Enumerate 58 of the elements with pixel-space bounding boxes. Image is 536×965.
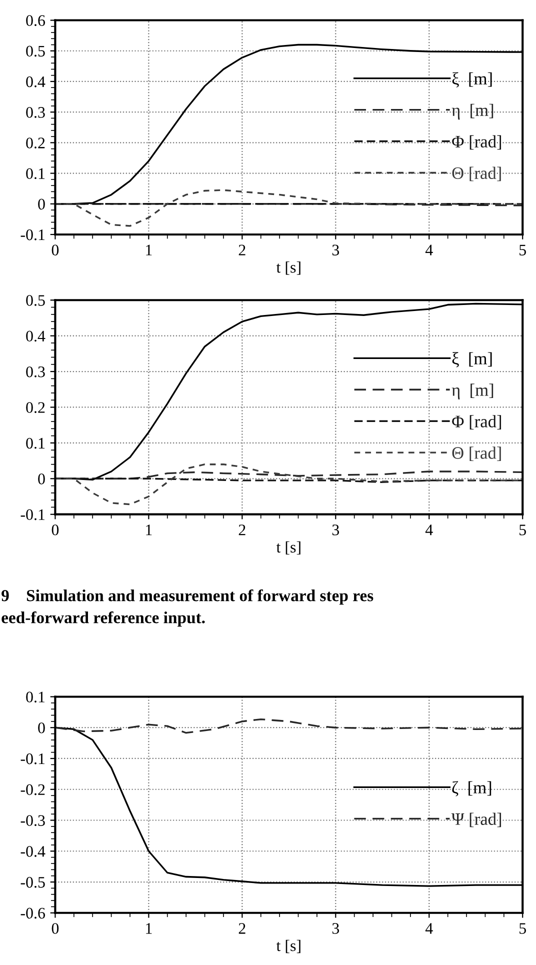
x-tick-label: 0	[52, 524, 59, 536]
y-tick-label: 0	[38, 722, 45, 734]
x-tick-label: 4	[425, 244, 433, 256]
y-tick-label: -0.1	[20, 753, 45, 764]
y-tick-label: -0.1	[20, 229, 45, 240]
text: 9 Simulation and measurement of forward step res	[2, 589, 374, 605]
x-tick-label: 5	[520, 244, 526, 256]
series-label: Θ [rad]	[452, 166, 501, 182]
y-tick-label: -0.5	[20, 876, 45, 888]
y-tick-label: 0.4	[26, 76, 46, 88]
x-tick-label: 0	[52, 244, 59, 256]
x-axis-title: t [s]	[276, 541, 300, 555]
y-tick-label: -0.3	[20, 815, 45, 826]
x-tick-label: 5	[520, 524, 526, 536]
x-tick-label: 1	[146, 923, 152, 934]
line-series	[55, 718, 523, 734]
text: eed-forward reference input.	[2, 611, 205, 627]
series-label: ξ [m]	[452, 72, 492, 88]
y-tick-label: 0	[38, 474, 45, 484]
y-tick-label: -0.4	[20, 846, 46, 857]
x-axis-title: t [s]	[276, 261, 300, 275]
y-tick-label: 0.3	[26, 107, 45, 118]
x-tick-label: 1	[146, 244, 152, 256]
text: ζ [m]	[452, 781, 492, 796]
text: η [m]	[452, 104, 494, 120]
series-label: Θ [rad]	[452, 446, 501, 461]
text: Φ [rad]	[452, 415, 502, 430]
x-tick-label: 3	[332, 244, 340, 256]
y-tick-label: -0.6	[20, 908, 46, 919]
text: η [m]	[452, 384, 494, 400]
x-tick-label: 2	[238, 244, 246, 256]
y-tick-label: 0	[38, 198, 45, 210]
x-tick-label: 1	[146, 524, 152, 536]
x-tick-label: 3	[332, 923, 340, 934]
text: Φ [rad]	[452, 135, 502, 150]
y-tick-label: 0.1	[26, 168, 45, 180]
y-tick-label: 0.4	[26, 330, 46, 342]
y-tick-label: -0.1	[20, 509, 45, 520]
y-tick-label: 0.1	[26, 438, 45, 449]
x-tick-label: 2	[238, 923, 246, 934]
y-tick-label: 0.5	[26, 295, 45, 306]
text: ξ [m]	[452, 352, 492, 368]
x-tick-label: 3	[332, 524, 340, 536]
y-tick-label: -0.2	[20, 784, 45, 796]
y-tick-label: 0.5	[26, 46, 45, 57]
y-tick-label: 0.6	[26, 15, 46, 26]
x-axis-title: t [s]	[276, 940, 300, 954]
y-tick-label: 0.3	[26, 366, 45, 378]
y-tick-label: 0.2	[26, 138, 45, 148]
x-tick-label: 2	[238, 524, 246, 536]
y-tick-label: 0.2	[26, 402, 45, 413]
x-tick-label: 4	[425, 923, 433, 934]
y-tick-label: 0.1	[26, 692, 45, 702]
x-tick-label: 4	[425, 524, 433, 536]
text: Ψ [rad]	[451, 812, 502, 828]
x-tick-label: 0	[52, 923, 59, 934]
x-tick-label: 5	[520, 923, 526, 934]
line-series	[55, 189, 523, 227]
